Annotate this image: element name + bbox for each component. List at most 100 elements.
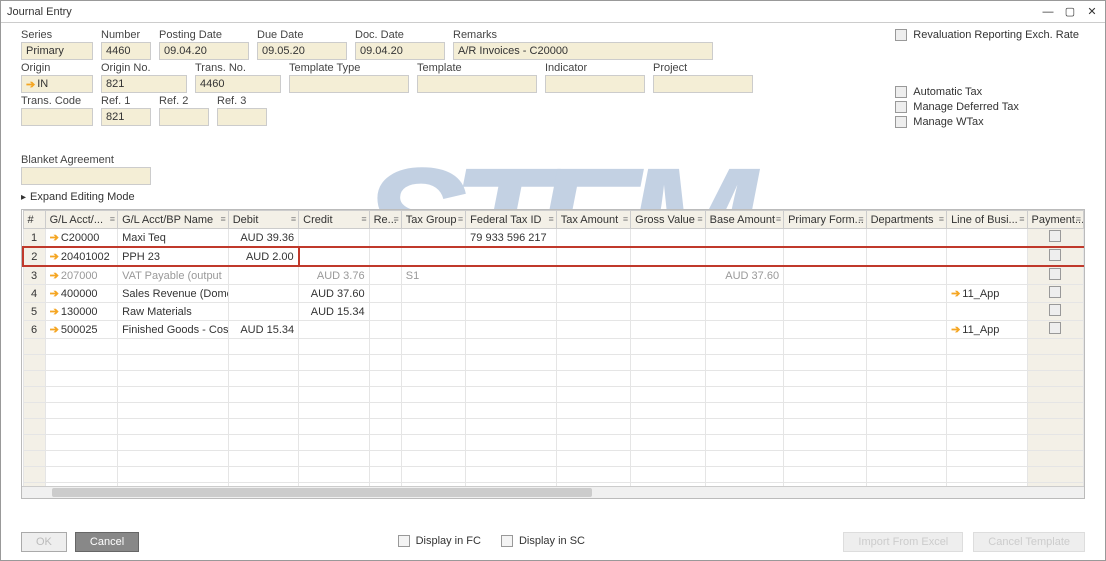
cell-debit — [228, 303, 298, 321]
col-menu-icon[interactable]: ≡ — [776, 214, 781, 224]
series-field[interactable]: Primary — [21, 42, 93, 60]
col-menu-icon[interactable]: ≡ — [548, 214, 553, 224]
cell-prim — [784, 303, 867, 321]
col-menu-icon[interactable]: ≡ — [1019, 214, 1024, 224]
table-row[interactable]: 1➔C20000Maxi TeqAUD 39.3679 933 596 217 — [23, 229, 1084, 248]
table-row-empty — [23, 403, 1084, 419]
minimize-icon[interactable]: — — [1041, 5, 1055, 19]
col-gross[interactable]: Gross Value≡ — [631, 211, 705, 229]
cell-name: VAT Payable (output — [118, 266, 229, 285]
display-fc-checkbox[interactable] — [398, 535, 410, 547]
col-credit[interactable]: Credit≡ — [299, 211, 369, 229]
link-arrow-icon[interactable]: ➔ — [50, 305, 59, 318]
link-arrow-icon[interactable]: ➔ — [50, 323, 59, 336]
trans_no-field[interactable]: 4460 — [195, 75, 281, 93]
doc_date-field[interactable]: 09.04.20 — [355, 42, 445, 60]
maximize-icon[interactable]: ▢ — [1063, 5, 1077, 19]
posting_date-field[interactable]: 09.04.20 — [159, 42, 249, 60]
due_date-field[interactable]: 09.05.20 — [257, 42, 347, 60]
cell-lob — [947, 303, 1027, 321]
titlebar: Journal Entry — ▢ ✕ — [1, 1, 1105, 23]
col-menu-icon[interactable]: ≡ — [623, 214, 628, 224]
table-row-empty — [23, 499, 1084, 500]
col-acct[interactable]: G/L Acct/...≡ — [45, 211, 117, 229]
col-pay[interactable]: Payment...≡ — [1027, 211, 1083, 229]
table-row-empty — [23, 435, 1084, 451]
table-row[interactable]: 3➔207000VAT Payable (outputAUD 3.76S1AUD… — [23, 266, 1084, 285]
horizontal-scrollbar[interactable] — [22, 486, 1084, 498]
cell-acct: ➔400000 — [45, 285, 117, 303]
display-fc-label: Display in FC — [416, 535, 481, 547]
col-menu-icon[interactable]: ≡ — [458, 214, 463, 224]
expand-editing-toggle[interactable]: Expand Editing Mode — [1, 187, 1105, 207]
cell-prim — [784, 266, 867, 285]
col-base[interactable]: Base Amount≡ — [705, 211, 783, 229]
col-re[interactable]: Re...≡ — [369, 211, 401, 229]
cell-num: 3 — [23, 266, 45, 285]
project-field[interactable] — [653, 75, 753, 93]
number-field[interactable]: 4460 — [101, 42, 151, 60]
origin-field[interactable]: ➔IN — [21, 75, 93, 93]
col-menu-icon[interactable]: ≡ — [858, 214, 863, 224]
ref3-field[interactable] — [217, 108, 267, 126]
col-taxgrp[interactable]: Tax Group≡ — [401, 211, 465, 229]
link-arrow-icon[interactable]: ➔ — [50, 269, 59, 282]
table-row-empty — [23, 467, 1084, 483]
cell-debit: AUD 2.00 — [228, 247, 298, 266]
col-dept[interactable]: Departments≡ — [866, 211, 946, 229]
col-name[interactable]: G/L Acct/BP Name≡ — [118, 211, 229, 229]
table-row[interactable]: 2➔20401002PPH 23AUD 2.00 — [23, 247, 1084, 266]
col-menu-icon[interactable]: ≡ — [110, 214, 115, 224]
col-menu-icon[interactable]: ≡ — [697, 214, 702, 224]
cell-num: 4 — [23, 285, 45, 303]
template-field[interactable] — [417, 75, 537, 93]
cell-debit: AUD 15.34 — [228, 321, 298, 339]
col-menu-icon[interactable]: ≡ — [291, 214, 296, 224]
table-row[interactable]: 5➔130000Raw MaterialsAUD 15.34 — [23, 303, 1084, 321]
col-fedtax[interactable]: Federal Tax ID≡ — [466, 211, 557, 229]
col-num[interactable]: # — [23, 211, 45, 229]
remarks-field[interactable]: A/R Invoices - C20000 — [453, 42, 713, 60]
table-row[interactable]: 4➔400000Sales Revenue (DomesAUD 37.60➔11… — [23, 285, 1084, 303]
cell-prim — [784, 247, 867, 266]
col-taxamt[interactable]: Tax Amount≡ — [556, 211, 630, 229]
col-debit[interactable]: Debit≡ — [228, 211, 298, 229]
col-prim[interactable]: Primary Form...≡ — [784, 211, 867, 229]
col-menu-icon[interactable]: ≡ — [394, 214, 399, 224]
cell-taxgrp: S1 — [401, 266, 465, 285]
reval-checkbox — [895, 29, 907, 41]
col-menu-icon[interactable]: ≡ — [220, 214, 225, 224]
ref2-field[interactable] — [159, 108, 209, 126]
link-arrow-icon[interactable]: ➔ — [50, 287, 59, 300]
link-arrow-icon[interactable]: ➔ — [50, 231, 59, 244]
table-row[interactable]: 6➔500025Finished Goods - CostAUD 15.34➔1… — [23, 321, 1084, 339]
col-menu-icon[interactable]: ≡ — [361, 214, 366, 224]
blanket-field[interactable] — [21, 167, 151, 185]
form-area: Revaluation Reporting Exch. Rate Automat… — [1, 23, 1105, 185]
col-lob[interactable]: Line of Busi...≡ — [947, 211, 1027, 229]
cell-pay — [1027, 266, 1083, 285]
link-arrow-icon[interactable]: ➔ — [951, 323, 960, 336]
cell-taxamt — [556, 321, 630, 339]
cancel-button[interactable]: Cancel — [75, 532, 139, 552]
link-arrow-icon[interactable]: ➔ — [26, 78, 35, 91]
indicator-field[interactable] — [545, 75, 645, 93]
journal-entry-window: Journal Entry — ▢ ✕ STEM INNOVATION • DE… — [0, 0, 1106, 561]
link-arrow-icon[interactable]: ➔ — [50, 250, 59, 263]
display-sc-checkbox[interactable] — [501, 535, 513, 547]
cell-name: Raw Materials — [118, 303, 229, 321]
col-menu-icon[interactable]: ≡ — [1076, 214, 1081, 224]
col-menu-icon[interactable]: ≡ — [939, 214, 944, 224]
template_type-field[interactable] — [289, 75, 409, 93]
cell-name: Finished Goods - Cost — [118, 321, 229, 339]
ref1-field[interactable]: 821 — [101, 108, 151, 126]
link-arrow-icon[interactable]: ➔ — [951, 287, 960, 300]
cell-lob — [947, 266, 1027, 285]
trans_code-field[interactable] — [21, 108, 93, 126]
table-row-empty — [23, 355, 1084, 371]
cell-lob — [947, 247, 1027, 266]
close-icon[interactable]: ✕ — [1085, 5, 1099, 19]
cell-num: 2 — [23, 247, 45, 266]
cell-taxamt — [556, 247, 630, 266]
origin_no-field[interactable]: 821 — [101, 75, 187, 93]
